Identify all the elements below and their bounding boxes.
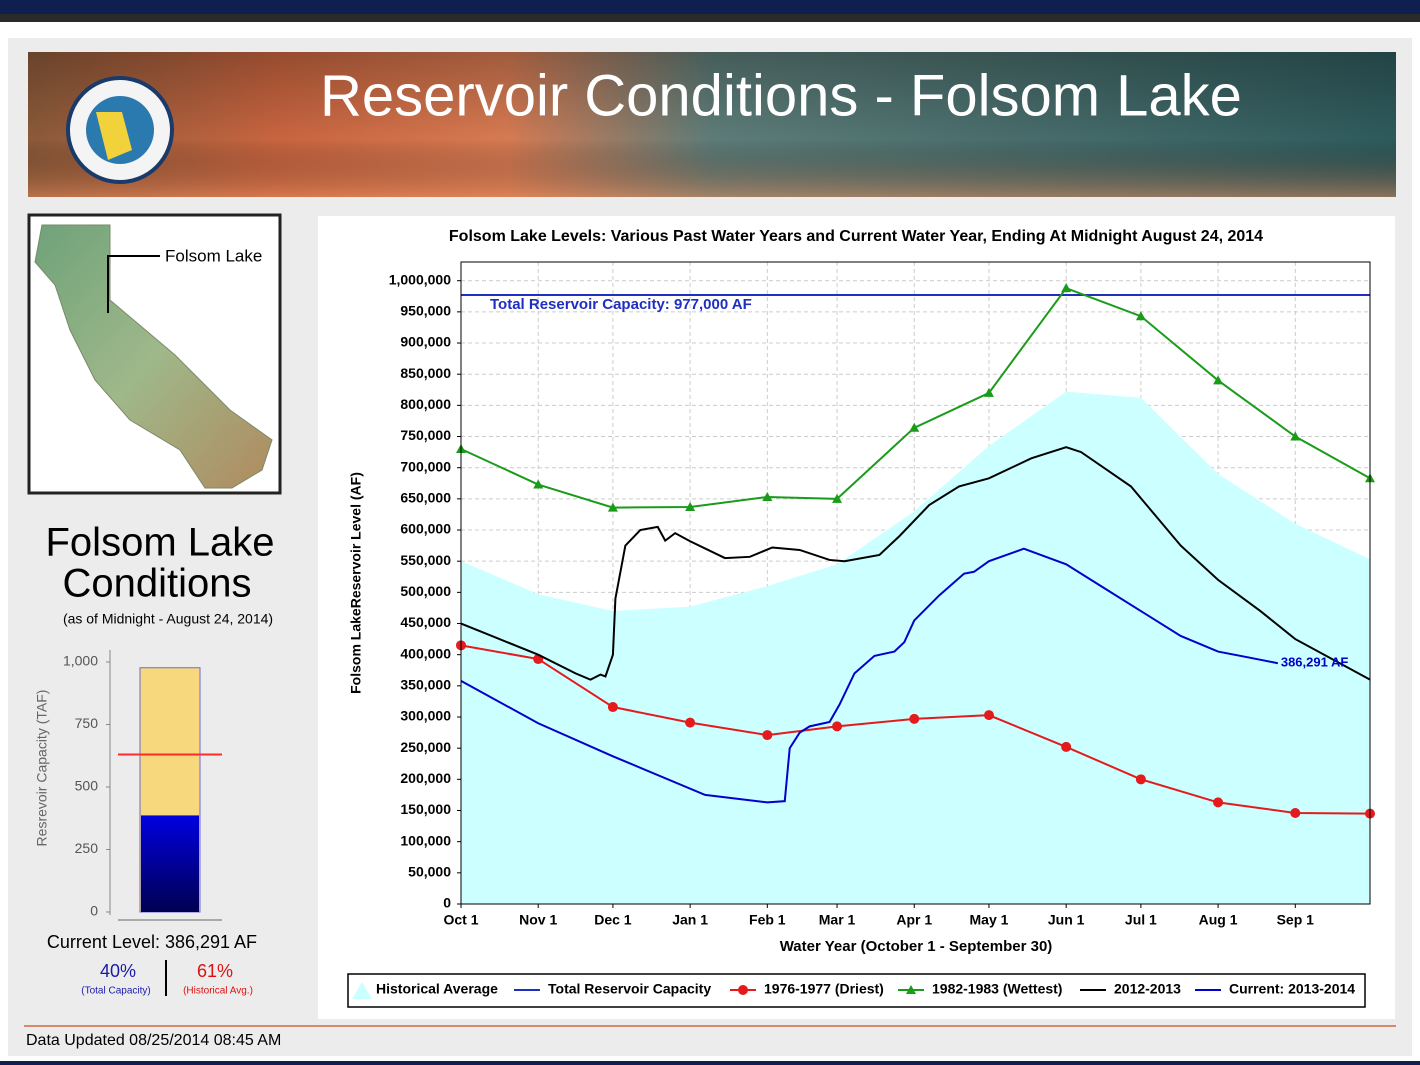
marker	[1061, 741, 1072, 752]
marker	[533, 479, 544, 489]
plot-frame	[460, 261, 1371, 905]
x-tick-label: Jul 1	[1125, 912, 1157, 928]
y-tick-label: 650,000	[400, 490, 451, 506]
y-tick-label: 550,000	[400, 552, 451, 568]
y-tick-label: 950,000	[400, 303, 451, 319]
marker	[983, 710, 994, 721]
conditions-title: Folsom Lake	[46, 521, 275, 565]
marker	[1213, 797, 1224, 808]
current-level: Current Level: 386,291 AF	[47, 932, 257, 952]
x-axis-label: Water Year (October 1 - September 30)	[780, 938, 1053, 955]
x-tick-label: Apr 1	[896, 912, 932, 928]
y-tick-label: 900,000	[400, 334, 451, 350]
banner-title: Reservoir Conditions - Folsom Lake	[320, 63, 1242, 128]
marker	[1135, 774, 1146, 785]
x-tick-label: Jun 1	[1048, 912, 1085, 928]
marker	[762, 491, 773, 501]
top-bar-shadow	[0, 14, 1420, 22]
capacity-label: Total Reservoir Capacity: 977,000 AF	[490, 296, 752, 313]
pct-capacity-note: (Total Capacity)	[81, 986, 150, 997]
marker	[909, 422, 920, 432]
y-tick-label: 500,000	[400, 583, 451, 599]
pct-historical: 61%	[197, 961, 233, 981]
y-tick-label: 850,000	[400, 365, 451, 381]
marker	[1135, 311, 1146, 321]
y-tick-label: 1,000,000	[389, 271, 451, 287]
y-tick-label: 600,000	[400, 521, 451, 537]
marker	[1290, 807, 1301, 818]
legend-label: 1982-1983 (Wettest)	[932, 981, 1062, 997]
chart-title: Folsom Lake Levels: Various Past Water Y…	[449, 228, 1263, 245]
line	[460, 446, 1371, 681]
y-tick-label: 250	[75, 840, 99, 856]
x-tick-label: Dec 1	[594, 912, 632, 928]
bottom-bar	[0, 1061, 1420, 1065]
marker	[607, 702, 618, 713]
y-tick-label: 150,000	[400, 801, 451, 817]
marker	[685, 717, 696, 728]
marker	[832, 721, 843, 732]
pct-capacity: 40%	[100, 961, 136, 981]
y-tick-label: 0	[443, 895, 451, 911]
y-tick-label: 400,000	[400, 645, 451, 661]
legend-label: 2012-2013	[1114, 981, 1181, 997]
footer-text: Data Updated 08/25/2014 08:45 AM	[26, 1032, 281, 1049]
current-bar	[141, 815, 199, 912]
y-tick-label: 200,000	[400, 770, 451, 786]
y-tick-label: 700,000	[400, 458, 451, 474]
legend-label: Total Reservoir Capacity	[548, 981, 711, 997]
x-tick-label: Feb 1	[749, 912, 786, 928]
end-label: 386,291 AF	[1281, 655, 1349, 670]
marker	[983, 387, 994, 397]
marker	[1061, 283, 1072, 293]
y-tick-label: 100,000	[400, 832, 451, 848]
legend-swatch	[352, 982, 372, 999]
y-tick-label: 750,000	[400, 427, 451, 443]
top-bar	[0, 0, 1420, 14]
conditions-title: Conditions	[62, 562, 251, 606]
legend-label: 1976-1977 (Driest)	[764, 981, 884, 997]
x-tick-label: Mar 1	[819, 912, 856, 928]
y-tick-label: 800,000	[400, 396, 451, 412]
marker	[832, 493, 843, 503]
legend-marker	[906, 985, 916, 994]
y-tick-label: 1,000	[63, 653, 98, 669]
y-tick-label: 350,000	[400, 677, 451, 693]
y-tick-label: 300,000	[400, 708, 451, 724]
legend-label: Current: 2013-2014	[1229, 981, 1355, 997]
y-tick-label: 500	[75, 778, 99, 794]
marker	[909, 713, 920, 724]
x-tick-label: Aug 1	[1199, 912, 1238, 928]
legend-label: Historical Average	[376, 981, 498, 997]
x-tick-label: May 1	[970, 912, 1009, 928]
y-tick-label: 50,000	[408, 864, 451, 880]
line	[460, 547, 1279, 804]
x-tick-label: Oct 1	[443, 912, 478, 928]
marker	[1213, 375, 1224, 385]
logo-shape	[96, 112, 132, 160]
banner-shade	[28, 52, 1396, 197]
y-tick-label: 0	[90, 903, 98, 919]
marker	[685, 501, 696, 511]
x-tick-label: Nov 1	[519, 912, 557, 928]
y-tick-label: 750	[75, 715, 99, 731]
y-tick-label: 450,000	[400, 614, 451, 630]
map-label: Folsom Lake	[165, 246, 262, 265]
map-shape	[34, 224, 273, 489]
legend-marker	[738, 985, 748, 995]
pct-historical-note: (Historical Avg.)	[183, 986, 253, 997]
x-tick-label: Jan 1	[672, 912, 708, 928]
marker	[1290, 431, 1301, 441]
marker	[762, 730, 773, 741]
conditions-subtitle: (as of Midnight - August 24, 2014)	[63, 611, 273, 627]
map-leader	[107, 255, 160, 313]
y-tick-label: 250,000	[400, 739, 451, 755]
x-tick-label: Sep 1	[1277, 912, 1315, 928]
y-axis-label: Folsom LakeReservoir Level (AF)	[348, 472, 364, 694]
marker	[607, 502, 618, 512]
small-y-axis-label: Resrevoir Capacity (TAF)	[34, 690, 50, 847]
